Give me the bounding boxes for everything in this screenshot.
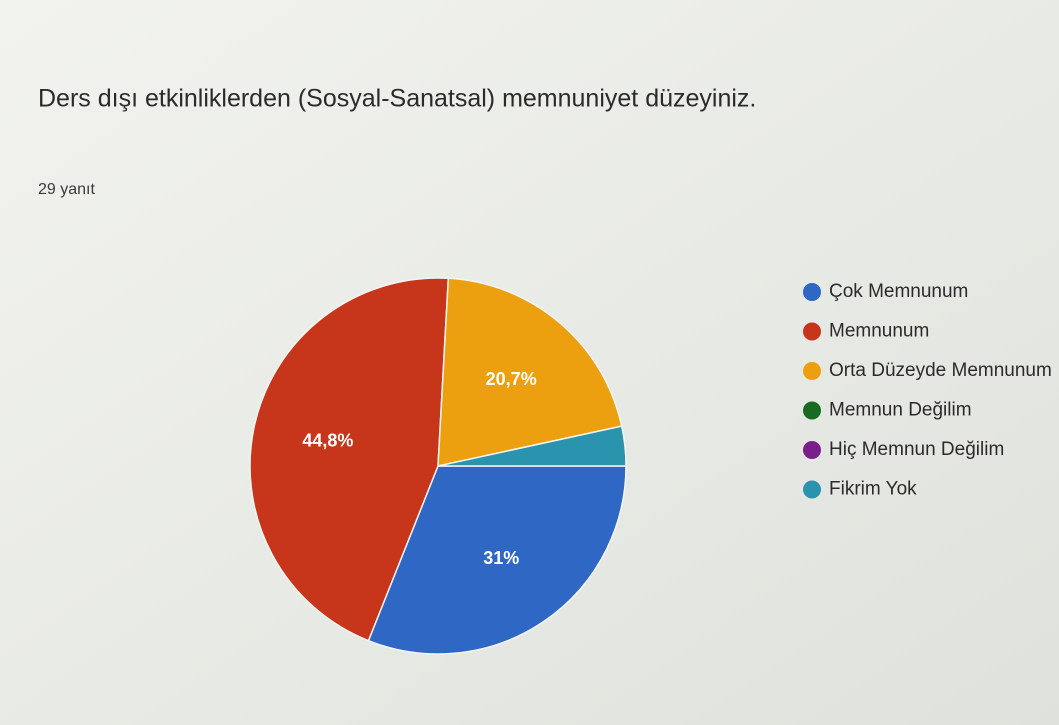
legend-label: Çok Memnunum: [829, 281, 968, 302]
pie-slice: [367, 465, 627, 655]
chart-subtitle: 29 yanıt: [38, 181, 95, 198]
data-label: 31%: [483, 548, 519, 568]
legend-label: Orta Düzeyde Memnunum: [829, 360, 1052, 381]
legend-label: Memnunum: [829, 321, 929, 342]
pie-slice: [437, 425, 627, 467]
legend-label: Hiç Memnun Değilim: [829, 439, 1004, 460]
legend-swatch: [803, 480, 821, 499]
legend-label: Memnun Değilim: [829, 400, 972, 421]
chart-title: Ders dışı etkinliklerden (Sosyal-Sanatsa…: [38, 85, 756, 113]
legend-swatch: [803, 283, 821, 301]
pie-slice: [437, 277, 623, 467]
legend-swatch: [803, 362, 821, 380]
data-label: 44,8%: [302, 430, 353, 450]
legend-label: Fikrim Yok: [829, 479, 917, 500]
legend-swatch: [803, 322, 821, 341]
legend-swatch: [803, 441, 821, 459]
data-label: 20,7%: [486, 369, 537, 389]
legend-swatch: [803, 401, 821, 420]
pie-slice: [249, 277, 450, 642]
